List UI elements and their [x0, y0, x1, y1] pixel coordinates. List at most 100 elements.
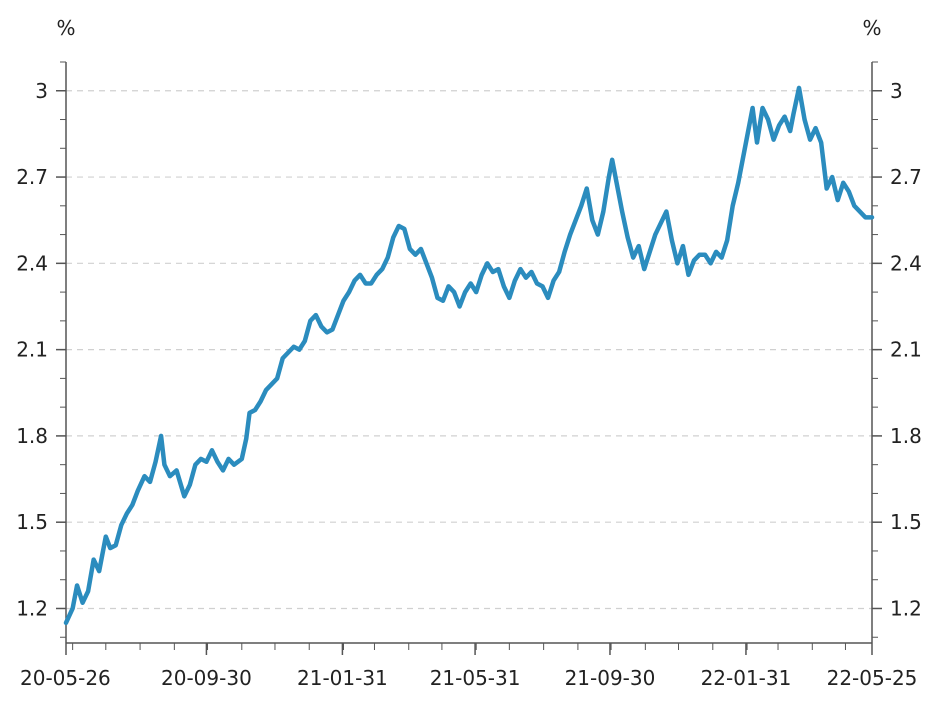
data-point	[370, 282, 373, 285]
data-point	[136, 489, 139, 492]
data-point	[364, 282, 367, 285]
data-point	[403, 227, 406, 230]
data-point	[508, 296, 511, 299]
data-point	[574, 219, 577, 222]
data-point	[259, 400, 262, 403]
data-point	[670, 239, 673, 242]
data-point	[792, 112, 795, 115]
data-point	[687, 273, 690, 276]
data-point	[761, 107, 764, 110]
data-point	[227, 457, 230, 460]
right-y-tick-label: 1.8	[890, 424, 922, 448]
data-point	[469, 282, 472, 285]
data-point	[265, 388, 268, 391]
data-point	[535, 282, 538, 285]
data-point	[120, 524, 123, 527]
left-y-tick-label: 1.8	[16, 424, 48, 448]
data-point	[814, 127, 817, 130]
data-point	[348, 291, 351, 294]
data-point	[681, 245, 684, 248]
left-y-tick-label: 2.7	[16, 165, 48, 189]
data-point	[858, 210, 861, 213]
data-point	[475, 291, 478, 294]
data-point	[71, 607, 74, 610]
data-point	[205, 460, 208, 463]
data-point	[419, 247, 422, 250]
data-point	[210, 449, 213, 452]
data-point	[825, 187, 828, 190]
data-point	[281, 357, 284, 360]
right-y-tick-label: 2.7	[890, 165, 922, 189]
data-point	[81, 601, 84, 604]
x-tick-label: 20-05-26	[20, 666, 111, 690]
data-point	[298, 348, 301, 351]
data-point	[442, 299, 445, 302]
data-point	[602, 210, 605, 213]
x-tick-label: 20-09-30	[161, 666, 252, 690]
data-point	[809, 138, 812, 141]
data-point	[464, 291, 467, 294]
data-point	[98, 570, 101, 573]
data-point	[309, 319, 312, 322]
data-point	[552, 279, 555, 282]
data-point	[87, 590, 90, 593]
data-point	[665, 210, 668, 213]
x-tick-label: 21-01-31	[297, 666, 388, 690]
data-point	[233, 463, 236, 466]
series-line	[63, 85, 875, 626]
data-point	[778, 124, 781, 127]
data-point	[276, 377, 279, 380]
data-point	[414, 253, 417, 256]
data-point	[842, 181, 845, 184]
data-point	[408, 247, 411, 250]
data-point	[188, 483, 191, 486]
data-point	[199, 457, 202, 460]
data-point	[704, 253, 707, 256]
data-point	[287, 351, 290, 354]
data-point	[789, 130, 792, 133]
data-point	[183, 495, 186, 498]
data-point	[853, 204, 856, 207]
data-point	[386, 256, 389, 259]
data-point	[709, 262, 712, 265]
data-point	[637, 245, 640, 248]
data-point	[607, 176, 610, 179]
data-point	[131, 503, 134, 506]
data-point	[692, 259, 695, 262]
data-point	[626, 236, 629, 239]
left-axis-unit: %	[56, 16, 75, 40]
data-point	[143, 475, 146, 478]
data-point	[621, 210, 624, 213]
data-point	[654, 233, 657, 236]
data-point	[836, 199, 839, 202]
data-point	[163, 463, 166, 466]
data-point	[245, 437, 248, 440]
data-point	[486, 262, 489, 265]
data-point	[331, 328, 334, 331]
data-point	[480, 273, 483, 276]
data-point	[569, 233, 572, 236]
data-point	[596, 233, 599, 236]
data-point	[320, 325, 323, 328]
data-point	[580, 204, 583, 207]
data-point	[392, 236, 395, 239]
data-point	[168, 475, 171, 478]
data-point	[65, 621, 68, 624]
data-point	[820, 141, 823, 144]
data-point	[114, 544, 117, 547]
data-point	[803, 118, 806, 121]
data-point	[615, 181, 618, 184]
data-point	[353, 279, 356, 282]
right-axis-unit: %	[862, 16, 881, 40]
x-tick-label: 21-05-31	[430, 666, 521, 690]
data-point	[491, 270, 494, 273]
data-point	[109, 547, 112, 550]
data-point	[336, 314, 339, 317]
data-point	[314, 314, 317, 317]
data-point	[325, 331, 328, 334]
data-point	[104, 535, 107, 538]
data-point	[149, 480, 152, 483]
data-point	[447, 285, 450, 288]
data-point	[375, 273, 378, 276]
data-point	[698, 253, 701, 256]
